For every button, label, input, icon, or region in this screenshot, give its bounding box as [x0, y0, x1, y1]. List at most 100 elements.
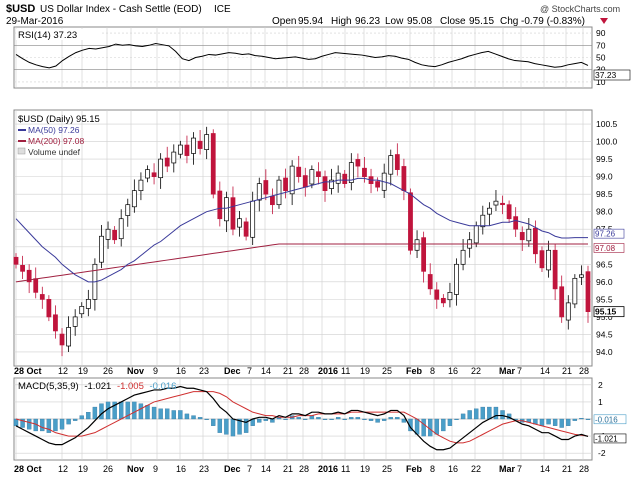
candle-body: [394, 154, 400, 170]
macd-histogram-bar: [40, 418, 45, 432]
macd-histogram-bar: [579, 417, 584, 420]
candle-body: [224, 197, 229, 222]
macd-histogram-bar: [191, 415, 196, 420]
macd-histogram-bar: [46, 418, 52, 433]
candle-body: [66, 327, 71, 347]
macd-histogram-bar: [546, 418, 551, 425]
candle-body: [408, 192, 413, 251]
low-label: Low: [385, 16, 404, 27]
candle-body: [401, 166, 407, 192]
candle-body: [105, 228, 111, 240]
x-axis-tick-label: 21: [283, 464, 293, 474]
close-label: Close: [440, 16, 466, 27]
candle-body: [565, 302, 571, 321]
candle-body: [460, 249, 466, 265]
x-axis-tick-label: Dec: [224, 464, 241, 474]
macd-histogram-bar: [395, 417, 400, 420]
close-tag-value: 95.15: [595, 307, 617, 317]
macd-histogram-bar: [454, 418, 459, 420]
x-axis-tick-label: 19: [78, 366, 88, 376]
x-axis-tick-label: 8: [430, 464, 435, 474]
high-label: High: [331, 16, 352, 27]
x-axis-tick-label: Mar: [499, 464, 516, 474]
candle-body: [263, 180, 269, 195]
macd-histogram-bar: [72, 418, 78, 421]
x-axis-tick-label: 11: [341, 464, 350, 474]
macd-label-hist: -0.016: [150, 381, 177, 392]
macd-histogram-bar: [375, 418, 380, 423]
rsi-tick-label: 50: [596, 53, 606, 63]
candle-body: [414, 239, 420, 251]
price-tick-label: 98.5: [596, 189, 613, 199]
down-arrow-icon: [600, 18, 608, 24]
chart-date: 29-Mar-2016: [6, 16, 64, 27]
candle-body: [79, 306, 85, 315]
candle-body: [145, 169, 150, 179]
x-axis-tick-label: Mar: [499, 366, 516, 376]
macd-histogram-bar: [224, 418, 229, 435]
x-axis-tick-label: 19: [78, 464, 88, 474]
macd-tick-label: 1: [598, 397, 603, 407]
volume-legend: Volume undef: [28, 147, 81, 157]
price-tick-label: 94.5: [596, 329, 613, 339]
macd-histogram-bar: [566, 418, 571, 426]
rsi-label-bg: [16, 29, 102, 40]
x-axis-tick-label: 7: [247, 366, 252, 376]
candle-body: [289, 165, 295, 195]
candle-body: [164, 157, 170, 167]
chg-value: -0.79 (-0.83%): [521, 16, 585, 27]
x-axis-tick-label: Feb: [406, 464, 423, 474]
price-tick-label: 96.0: [596, 277, 613, 287]
macd-histogram-bar: [138, 403, 144, 420]
x-axis-tick-label: 14: [261, 464, 271, 474]
ma50-value-tag: [593, 228, 625, 239]
x-axis-tick-label: Dec: [224, 366, 241, 376]
macd-histogram-bar: [316, 417, 321, 420]
x-axis-tick-label: 9: [153, 366, 158, 376]
candle-body: [486, 207, 492, 215]
candle-body: [579, 274, 584, 278]
macd-histogram-bar: [197, 417, 203, 420]
candle-body: [138, 179, 144, 192]
macd-histogram-bar: [460, 413, 466, 420]
macd-histogram-bar: [559, 418, 564, 428]
candle-body: [99, 235, 104, 263]
macd-histogram-bar: [13, 418, 19, 426]
macd-histogram-bar: [487, 406, 492, 420]
candle-body: [546, 249, 551, 271]
candle-body: [572, 277, 578, 305]
x-axis-tick-label: 16: [448, 366, 458, 376]
x-axis-tick-label: 21: [283, 366, 293, 376]
macd-histogram-bar: [585, 418, 591, 420]
candle-body: [302, 175, 308, 188]
price-tick-label: 99.5: [596, 154, 613, 164]
macd-histogram-bar: [401, 418, 407, 423]
candle-body: [322, 176, 328, 192]
macd-histogram-bar: [362, 418, 367, 420]
macd-histogram-bar: [434, 418, 439, 435]
candle-body: [375, 181, 380, 188]
macd-histogram-bar: [79, 415, 84, 420]
ma50-tag-value: 97.26: [595, 230, 616, 239]
price-tick-label: 100.5: [596, 119, 618, 129]
x-axis-tick-label: 7: [517, 464, 522, 474]
candle-body: [177, 144, 183, 155]
candle-body: [46, 299, 52, 318]
chart-name: US Dollar Index - Cash Settle (EOD): [40, 4, 202, 15]
rsi-tick-label: 90: [596, 28, 606, 38]
candle-body: [230, 197, 236, 230]
macd-hist-tag: [593, 414, 627, 425]
candle-body: [519, 232, 525, 241]
price-tick-label: 98.0: [596, 207, 613, 217]
x-axis-tick-label: 7: [517, 366, 522, 376]
macd-histogram-bar: [447, 418, 453, 426]
price-tick-label: 94.0: [596, 347, 613, 357]
open-value: 95.94: [298, 16, 323, 27]
candle-body: [39, 294, 45, 300]
macd-histogram-bar: [237, 418, 242, 435]
high-value: 96.23: [355, 16, 380, 27]
close-value: 95.15: [469, 16, 494, 27]
macd-histogram-bar: [86, 412, 91, 420]
macd-histogram-bar: [243, 418, 249, 433]
